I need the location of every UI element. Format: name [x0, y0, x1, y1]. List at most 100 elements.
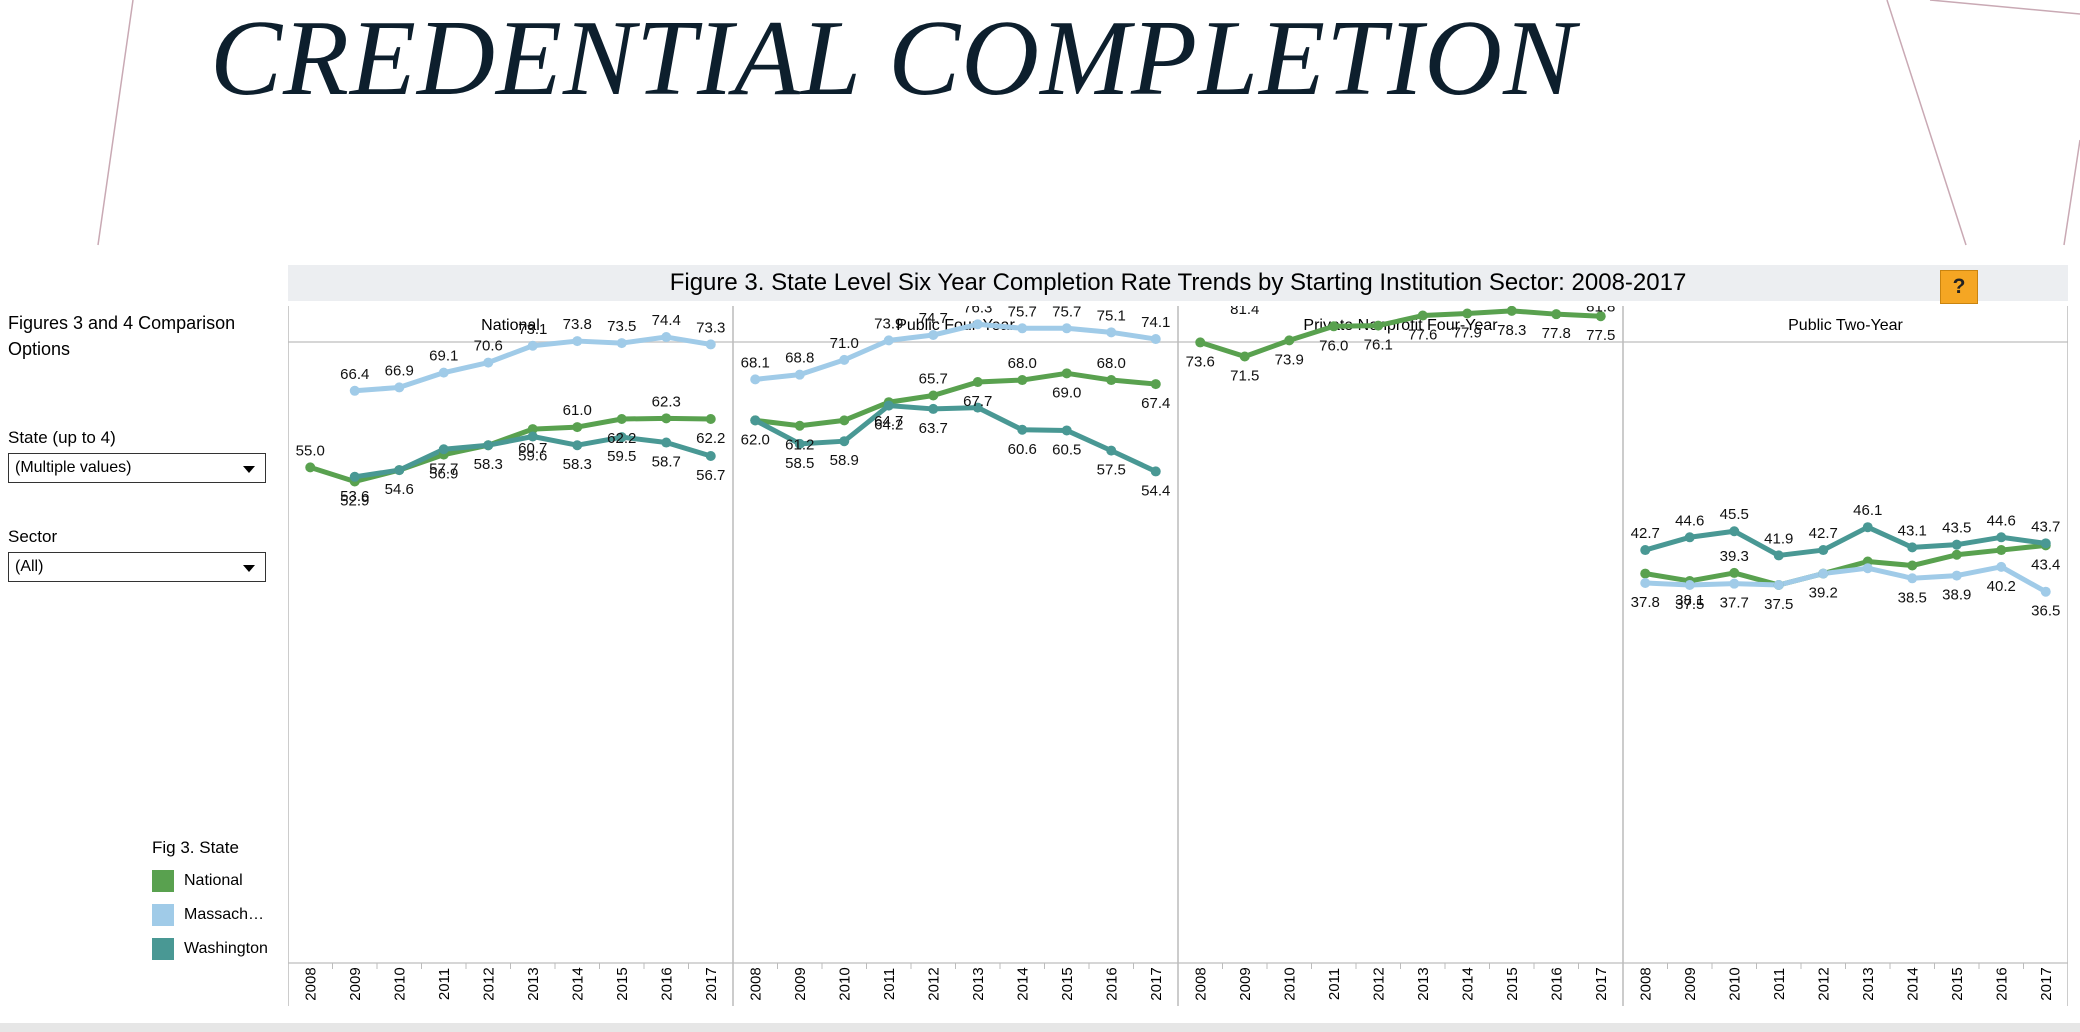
- data-point: [1907, 542, 1918, 553]
- state-filter-value: (Multiple values): [15, 459, 132, 476]
- data-label: 82.8: [1408, 306, 1437, 309]
- legend-item-national[interactable]: National: [152, 864, 268, 898]
- data-point: [794, 369, 805, 380]
- data-point: [1017, 323, 1028, 334]
- sector-filter-value: (All): [15, 558, 44, 575]
- data-label: 42.7: [1809, 525, 1838, 542]
- data-point: [972, 402, 983, 413]
- data-point: [1773, 580, 1784, 590]
- data-point: [1684, 532, 1695, 543]
- data-point: [839, 436, 850, 447]
- data-point: [972, 377, 983, 388]
- help-button[interactable]: ?: [1940, 270, 1978, 304]
- data-point: [1640, 568, 1651, 579]
- x-tick-label: 2016: [658, 967, 675, 1000]
- state-filter-label: State (up to 4): [8, 428, 116, 447]
- sector-filter-dropdown[interactable]: (All): [8, 552, 266, 582]
- data-point: [1195, 337, 1206, 348]
- data-point: [1729, 526, 1740, 537]
- comparison-options-title: Figures 3 and 4 Comparison Options: [8, 310, 273, 362]
- data-label: 60.7: [518, 440, 547, 457]
- x-tick-label: 2008: [302, 967, 319, 1000]
- data-label: 43.1: [1898, 522, 1927, 539]
- data-point: [883, 335, 894, 346]
- data-label: 76.0: [1319, 337, 1348, 354]
- data-label: 67.4: [1141, 395, 1170, 412]
- x-tick-label: 2014: [1459, 967, 1476, 1000]
- x-tick-label: 2012: [480, 967, 497, 1000]
- x-tick-label: 2016: [1548, 967, 1565, 1000]
- data-point: [1818, 568, 1829, 579]
- legend-swatch: [152, 938, 174, 960]
- data-label: 63.7: [919, 420, 948, 437]
- data-label: 43.5: [1942, 520, 1971, 537]
- x-tick-label: 2014: [1904, 967, 1921, 1000]
- data-label: 67.7: [963, 393, 992, 410]
- data-label: 78.3: [1497, 322, 1526, 339]
- x-tick-label: 2010: [836, 967, 853, 1000]
- data-label: 64.7: [874, 413, 903, 430]
- panel-title: Private Nonprofit Four-Year: [1303, 317, 1498, 334]
- x-tick-label: 2008: [1192, 967, 1209, 1000]
- data-point: [1595, 311, 1606, 322]
- x-tick-label: 2008: [747, 967, 764, 1000]
- data-label: 73.8: [563, 316, 592, 333]
- data-label: 75.7: [1052, 306, 1081, 320]
- data-label: 74.4: [652, 312, 681, 329]
- legend-swatch: [152, 904, 174, 926]
- legend-label: Massach…: [184, 906, 265, 923]
- data-label: 38.5: [1898, 589, 1927, 606]
- data-label: 64.2: [874, 417, 903, 434]
- data-label: 53.6: [340, 488, 369, 505]
- data-point: [527, 431, 538, 442]
- data-point: [1951, 549, 1962, 560]
- data-label: 40.2: [1987, 578, 2016, 595]
- data-label: 36.5: [2031, 603, 2060, 620]
- x-tick-label: 2009: [1682, 967, 1699, 1000]
- data-label: 60.5: [1052, 441, 1081, 458]
- data-point: [1373, 320, 1384, 331]
- data-label: 58.5: [785, 455, 814, 472]
- data-point: [1996, 532, 2007, 543]
- data-label: 73.3: [696, 319, 725, 336]
- x-tick-label: 2013: [1415, 967, 1432, 1000]
- data-point: [1729, 578, 1740, 589]
- data-point: [1061, 323, 1072, 334]
- page-title: CREDENTIAL COMPLETION: [210, 0, 1577, 118]
- data-point: [1106, 445, 1117, 456]
- x-tick-label: 2017: [1593, 967, 1610, 1000]
- legend-item-washington[interactable]: Washington: [152, 932, 268, 966]
- legend-item-massachusetts[interactable]: Massach…: [152, 898, 268, 932]
- data-point: [438, 367, 449, 378]
- data-point: [305, 462, 316, 473]
- data-label: 58.7: [652, 454, 681, 471]
- data-point: [883, 400, 894, 411]
- data-point: [616, 338, 627, 349]
- data-point: [1150, 379, 1161, 390]
- data-label: 37.5: [1764, 596, 1793, 613]
- data-label: 66.4: [340, 366, 369, 383]
- state-filter-dropdown[interactable]: (Multiple values): [8, 453, 266, 483]
- data-label: 42.7: [1631, 525, 1660, 542]
- data-point: [661, 437, 672, 448]
- data-point: [794, 420, 805, 431]
- data-point: [2040, 586, 2051, 597]
- data-point: [972, 319, 983, 330]
- legend-label: Washington: [184, 940, 268, 957]
- x-tick-label: 2017: [1148, 967, 1165, 1000]
- data-point: [1417, 310, 1428, 321]
- x-tick-label: 2011: [881, 968, 898, 1000]
- data-label: 68.8: [785, 350, 814, 367]
- panel-title: Public Four-Year: [896, 317, 1015, 334]
- x-tick-label: 2013: [1860, 967, 1877, 1000]
- data-point: [1862, 563, 1873, 574]
- data-label: 74.7: [919, 310, 948, 327]
- data-point: [394, 465, 405, 476]
- data-label: 68.1: [741, 354, 770, 371]
- data-point: [572, 440, 583, 451]
- data-label: 71.5: [1230, 368, 1259, 385]
- data-label: 62.3: [652, 393, 681, 410]
- data-point: [1061, 425, 1072, 436]
- data-point: [1284, 335, 1295, 346]
- data-label: 56.7: [696, 467, 725, 484]
